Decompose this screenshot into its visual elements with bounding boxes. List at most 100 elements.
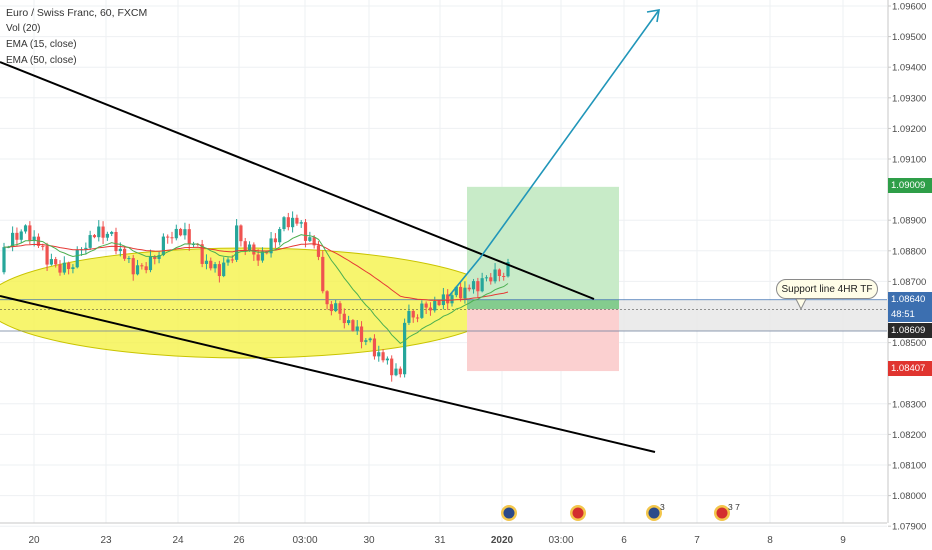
candle-body — [187, 229, 191, 245]
lower-trendline[interactable] — [0, 295, 656, 453]
candle-body — [385, 358, 389, 361]
price-axis-label: 1.09400 — [892, 63, 926, 74]
candle-body — [148, 256, 153, 271]
candle-body — [351, 320, 355, 331]
support-line-callout[interactable]: Support line 4HR TF — [776, 279, 878, 299]
candle-body — [282, 217, 286, 230]
candle-body — [321, 256, 325, 292]
upper-trendline[interactable] — [0, 61, 595, 300]
candle-body — [278, 229, 282, 243]
candle-body — [377, 352, 381, 357]
candle-body — [153, 256, 157, 259]
candle-body — [28, 225, 32, 242]
candle-body — [437, 300, 441, 306]
candle-body — [299, 222, 303, 224]
candle-body — [347, 320, 351, 324]
candle-body — [71, 267, 75, 270]
candle-body — [303, 222, 308, 241]
candle-body — [161, 236, 165, 256]
ema50-indicator-label[interactable]: EMA (50, close) — [6, 55, 77, 66]
current-price-tag: 1.08640 — [888, 292, 932, 307]
candle-body — [23, 225, 28, 232]
candle-body — [325, 291, 329, 305]
candle-body — [372, 338, 377, 357]
candle-body — [394, 368, 398, 376]
event-badge[interactable] — [503, 507, 515, 519]
candle-body — [49, 259, 53, 265]
candle-body — [110, 231, 114, 234]
support-band — [619, 299, 887, 331]
symbol-title: Euro / Swiss Franc, 60, FXCM — [6, 7, 148, 19]
candle-body — [170, 237, 174, 239]
candle-body — [252, 244, 256, 255]
candle-body — [54, 259, 58, 265]
candle-body — [359, 326, 364, 342]
candle-body — [489, 277, 493, 282]
candle-body — [484, 277, 489, 279]
candle-body — [114, 231, 118, 252]
stop-price-tag: 1.08407 — [888, 361, 932, 376]
time-axis-label: 23 — [100, 535, 112, 546]
candle-body — [131, 258, 135, 275]
candle-body — [41, 245, 45, 247]
candle-body — [2, 247, 6, 273]
time-axis-label: 9 — [840, 535, 846, 546]
price-axis-label: 1.09600 — [892, 2, 926, 13]
candle-body — [476, 281, 480, 292]
price-axis-label: 1.08800 — [892, 246, 926, 257]
candle-body — [467, 287, 471, 290]
candle-body — [204, 260, 209, 264]
countdown-tag: 48:51 — [888, 307, 932, 322]
candle-body — [407, 310, 411, 323]
price-axis-label: 1.08300 — [892, 399, 926, 410]
price-axis-label: 1.09500 — [892, 32, 926, 43]
candle-body — [11, 232, 15, 247]
candle-body — [260, 251, 265, 261]
candle-body — [92, 235, 97, 238]
candle-body — [239, 225, 243, 242]
candle-body — [433, 300, 437, 311]
price-axis-label: 1.08000 — [892, 491, 926, 502]
candle-body — [19, 231, 23, 240]
candle-body — [15, 232, 19, 240]
candle-body — [174, 228, 178, 239]
candle-body — [97, 226, 101, 238]
entry-band — [467, 299, 619, 310]
event-badge[interactable] — [716, 507, 728, 519]
candle-body — [450, 295, 454, 304]
event-badge[interactable] — [648, 507, 660, 519]
candle-body — [256, 254, 260, 261]
candle-body — [62, 262, 66, 273]
time-axis-label: 26 — [233, 535, 245, 546]
candle-body — [381, 352, 385, 361]
time-axis-label: 20 — [28, 535, 40, 546]
volume-indicator-label[interactable]: Vol (20) — [6, 23, 41, 34]
candle-body — [286, 217, 290, 228]
candle-body — [342, 313, 346, 324]
price-axis-label: 1.08100 — [892, 461, 926, 472]
candle-body — [45, 246, 49, 265]
candle-body — [200, 244, 204, 264]
candle-body — [273, 238, 277, 243]
candle-body — [58, 264, 62, 273]
candle-body — [459, 286, 463, 299]
projection-arrow[interactable] — [448, 9, 660, 297]
candle-body — [338, 303, 342, 314]
time-axis-label: 6 — [621, 535, 627, 546]
candle-body — [75, 249, 79, 268]
candle-body — [454, 286, 458, 296]
time-axis-label: 24 — [172, 535, 184, 546]
candle-body — [502, 275, 506, 277]
time-axis-label: 31 — [434, 535, 446, 546]
candle-body — [213, 264, 217, 269]
candle-body — [364, 340, 368, 342]
ema15-indicator-label[interactable]: EMA (15, close) — [6, 39, 77, 50]
candle-body — [247, 244, 252, 251]
candle-body — [463, 287, 467, 299]
ema15-line — [4, 234, 509, 345]
event-badge[interactable] — [572, 507, 584, 519]
price-axis-label: 1.09300 — [892, 93, 926, 104]
candle-body — [235, 225, 239, 260]
